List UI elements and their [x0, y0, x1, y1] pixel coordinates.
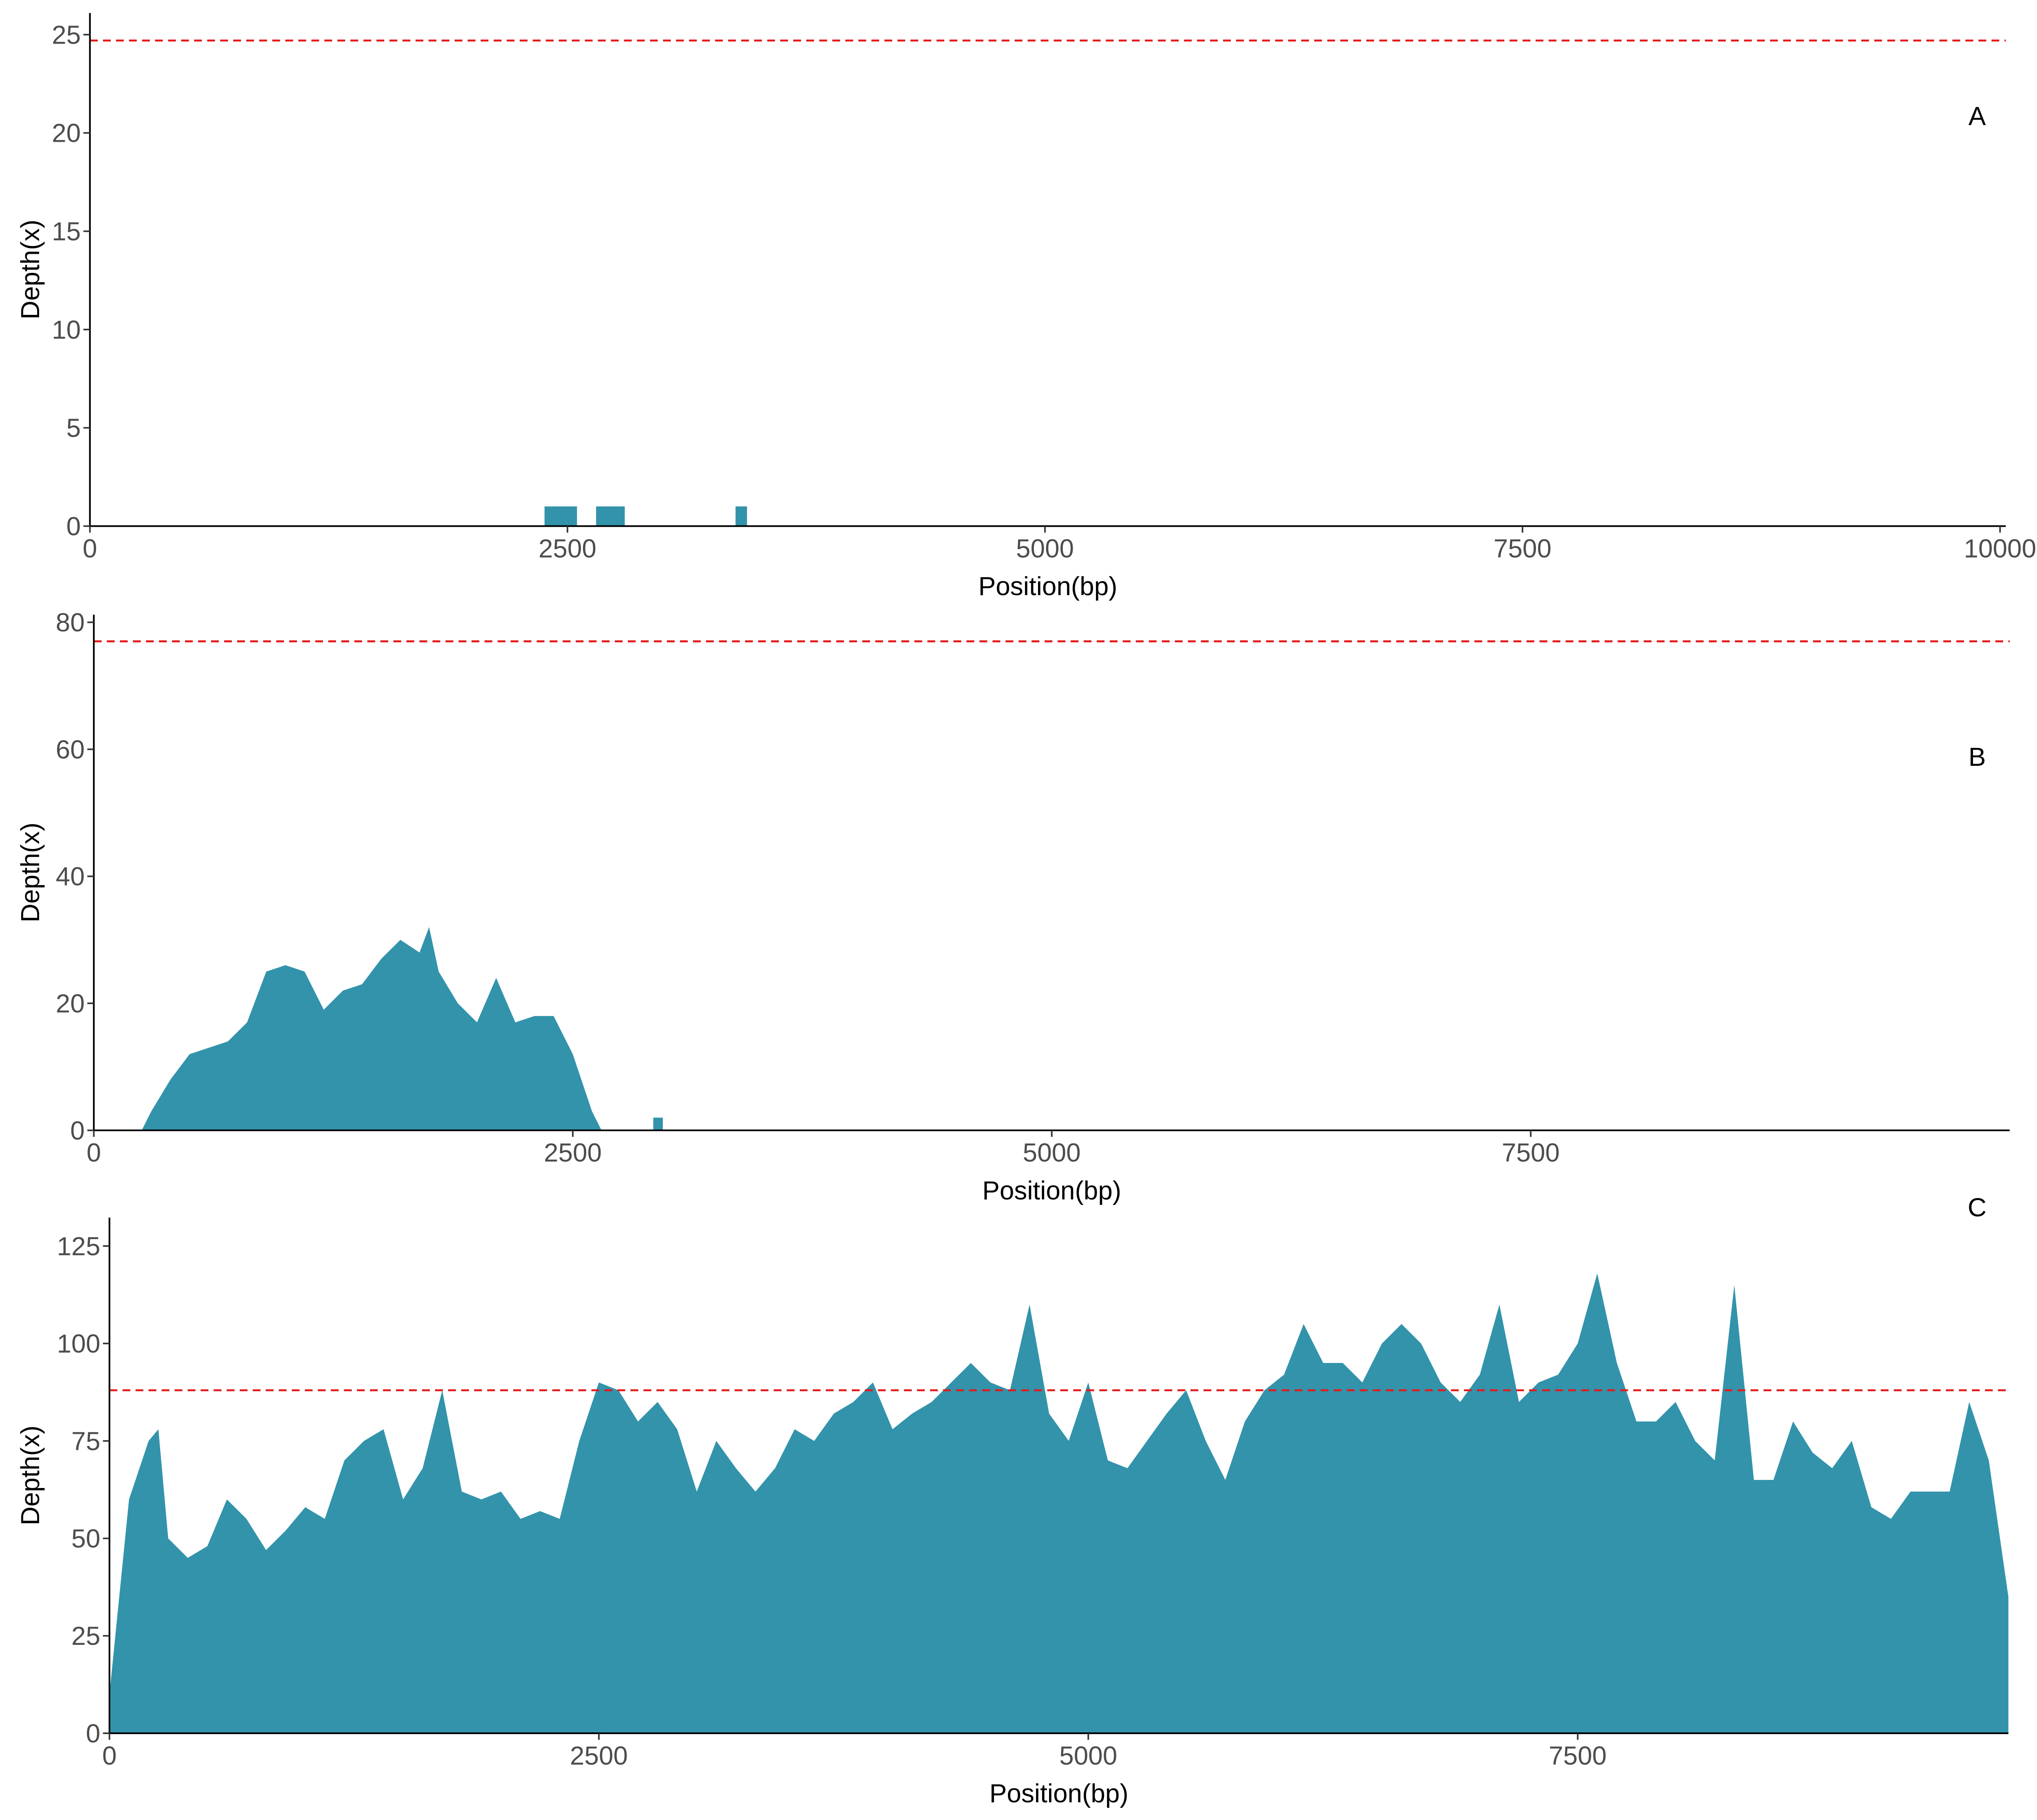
y-tick-label: 0	[86, 1719, 101, 1748]
y-tick-label: 5	[66, 413, 81, 443]
y-axis-title: Depth(x)	[15, 822, 45, 922]
y-tick-label: 0	[70, 1116, 85, 1145]
y-tick-label: 80	[56, 608, 85, 637]
panel-label: B	[1969, 742, 1986, 772]
depth-area	[544, 506, 747, 526]
y-tick-label: 20	[52, 119, 81, 148]
y-tick-label: 100	[57, 1329, 101, 1358]
x-axis-title: Position(bp)	[990, 1779, 1128, 1808]
panel-label: C	[1968, 1193, 1986, 1222]
x-tick-label: 7500	[1494, 534, 1551, 563]
x-tick-label: 2500	[544, 1138, 602, 1167]
x-tick-label: 0	[87, 1138, 101, 1167]
x-tick-label: 5000	[1023, 1138, 1081, 1167]
y-tick-label: 10	[52, 315, 81, 344]
y-tick-label: 125	[57, 1231, 101, 1261]
x-tick-label: 7500	[1549, 1741, 1607, 1770]
x-axis-title: Position(bp)	[982, 1176, 1121, 1205]
y-tick-label: 40	[56, 862, 85, 891]
x-tick-label: 5000	[1016, 534, 1074, 563]
depth-area	[109, 1273, 2008, 1734]
depth-area	[141, 927, 663, 1130]
y-tick-label: 75	[71, 1427, 100, 1456]
x-tick-label: 10000	[1964, 534, 2036, 563]
y-tick-label: 25	[52, 20, 81, 49]
y-axis-title: Depth(x)	[15, 1426, 45, 1525]
x-axis-title: Position(bp)	[978, 571, 1117, 601]
y-tick-label: 0	[66, 512, 81, 541]
x-tick-label: 2500	[539, 534, 596, 563]
panel-label: A	[1969, 101, 1986, 131]
y-tick-label: 20	[56, 989, 85, 1018]
y-tick-label: 50	[71, 1524, 100, 1553]
y-tick-label: 25	[71, 1621, 100, 1651]
y-tick-label: 15	[52, 217, 81, 246]
x-tick-label: 7500	[1502, 1138, 1560, 1167]
y-axis-title: Depth(x)	[15, 220, 45, 319]
x-tick-label: 0	[102, 1741, 117, 1770]
x-tick-label: 0	[83, 534, 97, 563]
x-tick-label: 2500	[570, 1741, 628, 1770]
x-tick-label: 5000	[1059, 1741, 1117, 1770]
y-tick-label: 60	[56, 735, 85, 764]
